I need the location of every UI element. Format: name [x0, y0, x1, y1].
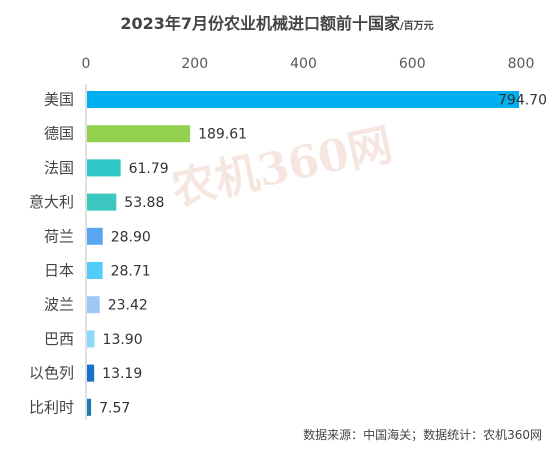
bar	[87, 262, 103, 279]
category-label: 比利时	[29, 398, 74, 416]
data-source-note: 数据来源：中国海关；数据统计：农机360网	[303, 428, 542, 442]
chart-title: 2023年7月份农业机械进口额前十国家/百万元	[0, 10, 554, 34]
category-label: 意大利	[29, 193, 74, 211]
x-tick-label: 400	[290, 56, 317, 72]
category-label: 德国	[44, 125, 74, 143]
bar	[87, 330, 95, 348]
category-label: 法国	[44, 159, 74, 177]
data-label: 794.70	[498, 93, 547, 109]
x-tick-label: 200	[181, 56, 208, 72]
bar	[87, 159, 121, 177]
data-label: 13.90	[103, 332, 143, 348]
data-label: 28.90	[111, 229, 151, 245]
x-tick-label: 800	[508, 56, 535, 72]
x-tick-label: 600	[399, 56, 426, 72]
category-label: 以色列	[29, 364, 74, 382]
data-label: 189.61	[198, 127, 247, 143]
category-label: 荷兰	[44, 227, 74, 245]
chart-title-text: 2023年7月份农业机械进口额前十国家	[120, 14, 400, 33]
data-label: 23.42	[108, 298, 148, 314]
category-label: 波兰	[44, 296, 74, 314]
bar	[87, 398, 92, 416]
bar	[87, 296, 100, 314]
data-label: 7.57	[99, 400, 130, 416]
bar	[87, 91, 520, 108]
data-label: 61.79	[129, 161, 169, 177]
category-label: 巴西	[44, 330, 74, 348]
data-label: 28.71	[111, 264, 151, 280]
bar	[87, 193, 117, 211]
bar	[87, 125, 191, 143]
data-label: 13.19	[102, 366, 142, 382]
category-label: 日本	[44, 262, 74, 280]
bar	[87, 364, 95, 382]
chart-title-unit: /百万元	[400, 21, 434, 32]
bar	[87, 227, 103, 245]
x-tick-label: 0	[82, 56, 91, 72]
category-label: 美国	[44, 91, 74, 109]
data-label: 53.88	[124, 195, 164, 211]
